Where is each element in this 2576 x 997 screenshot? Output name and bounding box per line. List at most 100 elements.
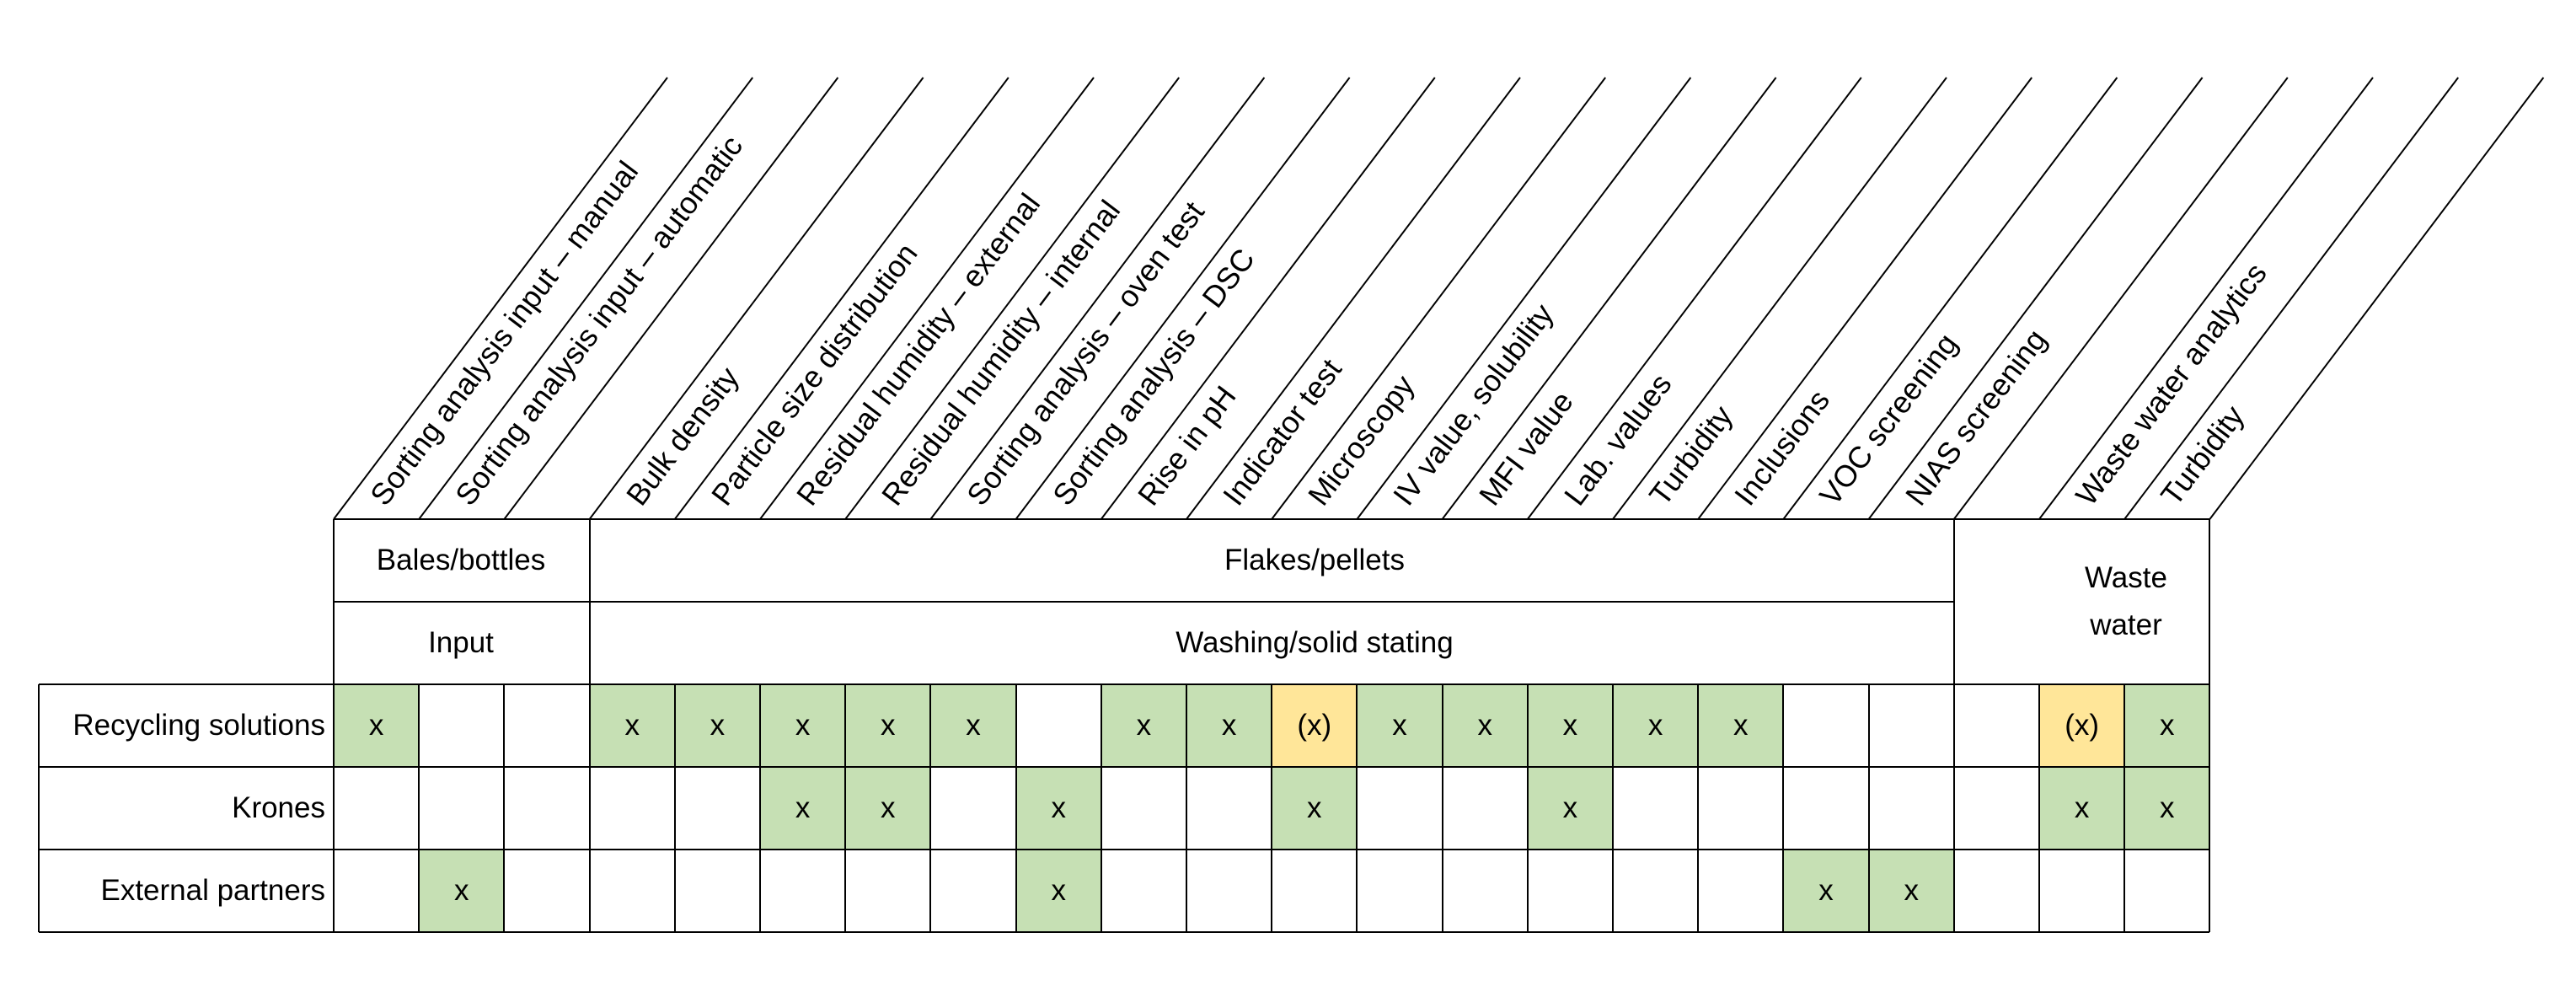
- table-cell: [1869, 684, 1954, 767]
- row-label: Recycling solutions: [72, 709, 325, 742]
- table-cell: x: [334, 684, 420, 767]
- table-cell: [1613, 767, 1698, 850]
- grid-line: [38, 684, 40, 932]
- diagonal-line: [1271, 77, 1606, 520]
- table-cell: x: [1698, 684, 1784, 767]
- grid-line: [1782, 684, 1785, 932]
- diagonal-line: [2209, 77, 2545, 520]
- table-cell: [1783, 767, 1868, 850]
- table-cell: x: [1783, 850, 1869, 932]
- grid-line: [759, 684, 761, 932]
- table-cell: [1698, 850, 1783, 932]
- group-waste-water: Waste water: [2085, 561, 2167, 641]
- table-cell: [1528, 850, 1613, 932]
- grid-line: [1356, 684, 1358, 932]
- table-cell: x: [674, 684, 760, 767]
- table-cell: [1954, 767, 2039, 850]
- diagonal-line: [2123, 77, 2459, 520]
- diagonal-line: [759, 77, 1095, 520]
- diagonal-line: [1186, 77, 1521, 520]
- table-cell: x: [1357, 684, 1443, 767]
- table-cell: [675, 850, 760, 932]
- row-label: Krones: [232, 791, 325, 824]
- table-cell: x: [1186, 684, 1272, 767]
- grid-line: [673, 684, 676, 932]
- table-cell: x: [589, 684, 675, 767]
- table-cell: [1101, 850, 1186, 932]
- table-cell: [1783, 684, 1868, 767]
- table-cell: [2124, 850, 2209, 932]
- grid-line: [844, 684, 847, 932]
- table-cell: x: [845, 684, 931, 767]
- table-cell: x: [930, 684, 1016, 767]
- table-cell: (x): [2039, 684, 2125, 767]
- table-cell: [1443, 850, 1528, 932]
- grid-line: [39, 931, 2210, 933]
- grid-line: [1697, 684, 1700, 932]
- table-cell: [1613, 850, 1698, 932]
- grid-line: [503, 684, 506, 932]
- table-cell: [930, 767, 1015, 850]
- diagonal-line: [1697, 77, 2032, 520]
- grid-line: [1271, 684, 1273, 932]
- group-flakes-pellets: Flakes/pellets: [1224, 544, 1405, 576]
- grid-line: [39, 766, 2210, 768]
- table-cell: [1443, 767, 1528, 850]
- diagonal-line: [1527, 77, 1862, 520]
- grid-line: [39, 683, 2210, 685]
- table-cell: [1954, 684, 2039, 767]
- table-cell: [419, 684, 504, 767]
- grid-line: [334, 518, 2210, 520]
- table-cell: [1357, 850, 1442, 932]
- diagonal-line: [2038, 77, 2374, 520]
- table-cell: x: [1868, 850, 1954, 932]
- diagonal-line: [1612, 77, 1947, 520]
- grid-line: [1952, 519, 1955, 932]
- grid-line: [1186, 684, 1187, 932]
- grid-line: [1867, 684, 1870, 932]
- table-cell: [2039, 850, 2124, 932]
- diagonal-line: [588, 77, 924, 520]
- diagonal-line: [418, 77, 753, 520]
- table-cell: [675, 767, 760, 850]
- table-cell: [334, 850, 419, 932]
- table-cell: (x): [1272, 684, 1358, 767]
- table-cell: x: [1015, 850, 1101, 932]
- table-cell: x: [1527, 684, 1613, 767]
- grid-line: [2123, 684, 2126, 932]
- diagonal-line: [1867, 77, 2204, 520]
- table-cell: [1101, 767, 1186, 850]
- grid-line: [39, 849, 2210, 850]
- table-cell: [845, 850, 930, 932]
- table-cell: x: [1442, 684, 1528, 767]
- table-cell: [1186, 850, 1272, 932]
- diagonal-line: [503, 77, 839, 520]
- table-cell: x: [760, 767, 846, 850]
- table-cell: [504, 767, 589, 850]
- table-cell: [590, 850, 675, 932]
- diagonal-line: [844, 77, 1180, 520]
- table-cell: x: [845, 767, 931, 850]
- table-cell: [334, 767, 419, 850]
- group-bales-bottles: Bales/bottles: [376, 544, 546, 576]
- diagonal-line: [1441, 77, 1777, 520]
- table-cell: [930, 850, 1015, 932]
- group-washing-solid-stating: Washing/solid stating: [1176, 626, 1454, 659]
- table-cell: [504, 684, 589, 767]
- table-cell: x: [1101, 684, 1186, 767]
- table-cell: [1954, 850, 2039, 932]
- table-cell: [1186, 767, 1272, 850]
- grid-line: [588, 519, 591, 932]
- grid-line: [1526, 684, 1529, 932]
- table-cell: x: [760, 684, 846, 767]
- table-cell: [1357, 767, 1442, 850]
- grid-line: [2038, 684, 2040, 932]
- diagonal-line: [1782, 77, 2118, 520]
- table-cell: [419, 767, 504, 850]
- table-cell: [760, 850, 845, 932]
- table-cell: x: [419, 850, 505, 932]
- table-cell: x: [1272, 767, 1358, 850]
- diagonal-line: [1015, 77, 1351, 520]
